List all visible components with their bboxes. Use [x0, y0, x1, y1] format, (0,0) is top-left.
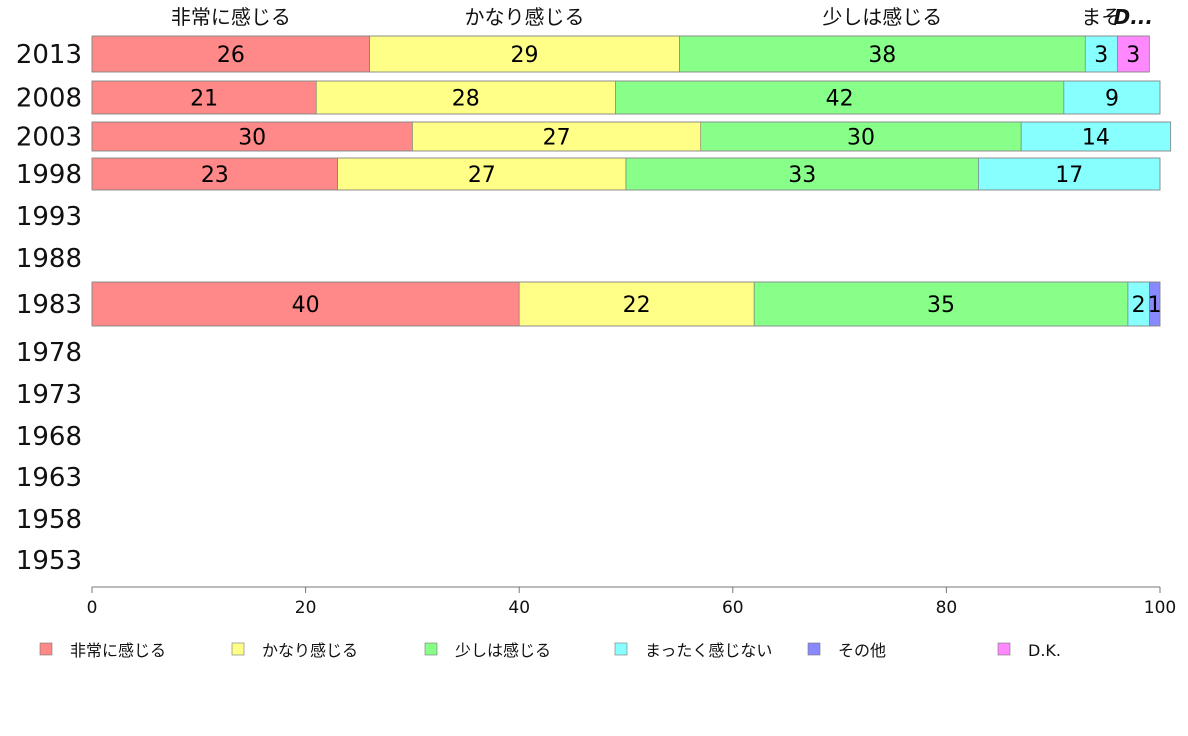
data-label-1983-少しは感じる: 35 [927, 293, 955, 318]
y-tick-label-1968: 1968 [16, 422, 82, 452]
data-label-1998-少しは感じる: 33 [788, 163, 816, 188]
data-label-2013-非常に感じる: 26 [217, 43, 245, 68]
top-category-label-2: 少しは感じる [822, 5, 942, 29]
data-label-1983-非常に感じる: 40 [292, 293, 320, 318]
legend-swatch-非常に感じる [39, 642, 53, 656]
x-tick-label-40: 40 [508, 598, 530, 618]
legend-label-非常に感じる: 非常に感じる [70, 641, 166, 660]
data-label-2003-まったく感じない: 14 [1082, 126, 1110, 151]
data-label-1998-かなり感じる: 27 [468, 163, 496, 188]
y-tick-label-1998: 1998 [16, 160, 82, 190]
data-label-2003-かなり感じる: 27 [543, 126, 571, 151]
data-label-2008-非常に感じる: 21 [190, 87, 218, 112]
y-tick-label-2008: 2008 [16, 84, 82, 114]
bar-1998-非常に感じる [91, 157, 338, 191]
bar-2003-まったく感じない [1020, 121, 1171, 152]
x-tick-label-80: 80 [936, 598, 958, 618]
bar-outline-2008 [91, 80, 1161, 115]
data-label-2013-まったく感じない: 3 [1094, 43, 1108, 68]
bar-2008-少しは感じる [615, 80, 1065, 115]
top-category-label-1: かなり感じる [465, 5, 585, 29]
bar-outline-1983 [91, 281, 1161, 327]
data-label-1983-その他: 1 [1148, 293, 1162, 318]
legend-label-かなり感じる: かなり感じる [262, 641, 358, 660]
bar-2003-少しは感じる [700, 121, 1022, 152]
bar-2008-まったく感じない [1063, 80, 1161, 115]
data-label-1998-まったく感じない: 17 [1055, 163, 1083, 188]
data-label-1983-かなり感じる: 22 [623, 293, 651, 318]
y-tick-label-1993: 1993 [16, 202, 82, 232]
bar-outline-1998 [91, 157, 1161, 191]
data-label-2013-かなり感じる: 29 [511, 43, 539, 68]
bar-1998-少しは感じる [625, 157, 979, 191]
legend-label-D.K.: D.K. [1028, 641, 1061, 660]
bar-2013-非常に感じる [91, 35, 370, 73]
y-tick-label-1988: 1988 [16, 244, 82, 274]
bar-1983-非常に感じる [91, 281, 520, 327]
y-tick-label-2003: 2003 [16, 123, 82, 153]
legend-label-その他: その他 [838, 641, 886, 660]
y-tick-label-2013: 2013 [16, 40, 82, 70]
data-label-2013-D.K.: 3 [1126, 43, 1140, 68]
y-tick-label-1963: 1963 [16, 463, 82, 493]
top-category-label-3: まそ [1081, 5, 1121, 29]
bar-outline-2003 [91, 121, 1172, 152]
legend-swatch-その他 [807, 642, 821, 656]
y-tick-label-1973: 1973 [16, 380, 82, 410]
top-category-label-0: 非常に感じる [171, 5, 291, 29]
data-label-2008-少しは感じる: 42 [826, 87, 854, 112]
y-tick-label-1953: 1953 [16, 546, 82, 576]
data-label-1983-まったく感じない: 2 [1132, 293, 1146, 318]
data-label-1998-非常に感じる: 23 [201, 163, 229, 188]
top-category-label-4: D... [1114, 5, 1153, 29]
data-label-2003-少しは感じる: 30 [847, 126, 875, 151]
y-tick-label-1958: 1958 [16, 505, 82, 535]
data-label-2003-非常に感じる: 30 [238, 126, 266, 151]
legend-label-少しは感じる: 少しは感じる [455, 641, 551, 660]
x-tick-label-60: 60 [722, 598, 744, 618]
data-label-2013-少しは感じる: 38 [868, 43, 896, 68]
x-tick-label-100: 100 [1144, 598, 1176, 618]
x-tick-label-20: 20 [295, 598, 317, 618]
legend-swatch-まったく感じない [614, 642, 628, 656]
bar-outline-2013 [91, 35, 1150, 73]
y-tick-label-1983: 1983 [16, 290, 82, 320]
x-tick-label-0: 0 [87, 598, 98, 618]
legend-swatch-少しは感じる [424, 642, 438, 656]
legend-swatch-かなり感じる [231, 642, 245, 656]
legend-swatch-D.K. [997, 642, 1011, 656]
data-label-2008-かなり感じる: 28 [452, 87, 480, 112]
data-label-2008-まったく感じない: 9 [1105, 87, 1119, 112]
bar-1983-少しは感じる [753, 281, 1129, 327]
legend-label-まったく感じない: まったく感じない [645, 641, 772, 660]
y-tick-label-1978: 1978 [16, 338, 82, 368]
bar-2008-かなり感じる [315, 80, 616, 115]
bar-2008-非常に感じる [91, 80, 317, 115]
bar-2013-かなり感じる [369, 35, 680, 73]
